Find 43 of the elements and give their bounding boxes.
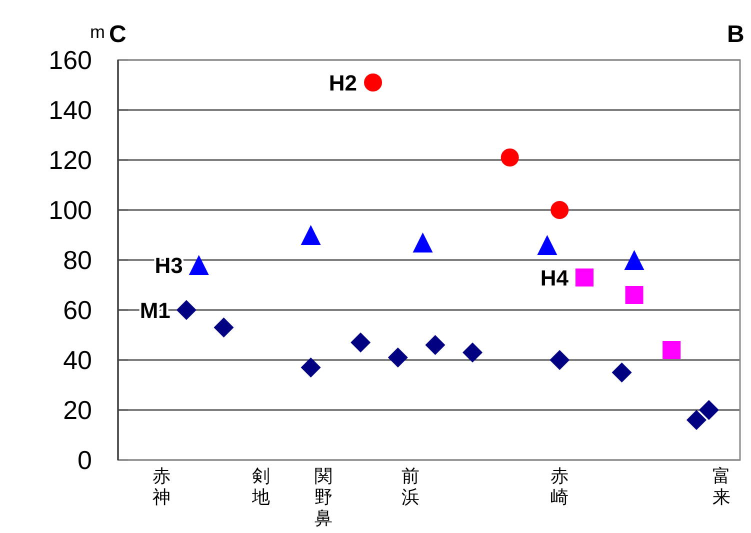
point (698, 400, 719, 420)
y-tick-label: 80 (63, 245, 92, 275)
y-tick-label: 120 (48, 145, 92, 175)
point (576, 268, 594, 286)
point (550, 350, 570, 370)
x-tick-label: 関野鼻 (314, 466, 332, 528)
point (612, 362, 632, 382)
y-tick-label: 0 (78, 445, 92, 475)
x-tick-label: 前浜 (401, 466, 420, 507)
x-tick-label: 富来 (712, 466, 730, 507)
point (537, 235, 558, 255)
text: B (727, 21, 744, 48)
point (188, 255, 209, 275)
point (364, 74, 382, 92)
series-label: H3 (154, 253, 183, 278)
y-tick-label: 140 (48, 95, 92, 125)
point (350, 332, 371, 352)
point (550, 201, 569, 219)
point (176, 300, 196, 320)
point (686, 410, 706, 430)
point (300, 225, 321, 245)
y-tick-label: 100 (48, 195, 92, 225)
x-tick-label: 赤崎 (550, 466, 569, 507)
point (425, 335, 446, 355)
y-tick-label: 20 (63, 395, 92, 425)
point (624, 250, 644, 270)
series-label: H2 (328, 70, 358, 96)
point (662, 341, 681, 359)
point (625, 286, 644, 304)
x-tick-label: 剣地 (251, 466, 270, 507)
x-tick-label: 赤神 (152, 466, 171, 507)
point (214, 318, 234, 338)
y-tick-label: 60 (63, 295, 92, 325)
y-axis-title: m (90, 22, 105, 42)
point (388, 348, 408, 368)
series-label: H4 (540, 266, 570, 290)
point (500, 148, 519, 166)
y-tick-label: 40 (63, 345, 92, 375)
point (300, 358, 321, 378)
text: C (109, 21, 126, 48)
y-tick-label: 160 (48, 45, 92, 75)
point (462, 342, 483, 362)
point (412, 232, 433, 252)
